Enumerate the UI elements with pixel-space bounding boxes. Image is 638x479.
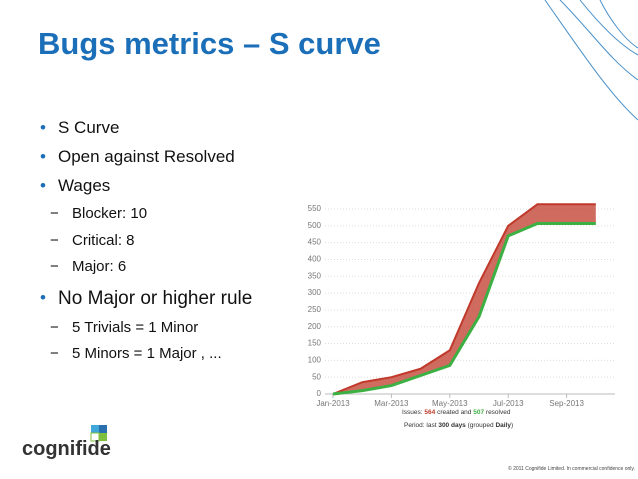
caption-part: ) xyxy=(511,422,513,429)
sub-bullet: Critical: 8 xyxy=(72,231,135,249)
bullet-dot: • xyxy=(40,147,46,166)
y-tick-label: 50 xyxy=(312,372,321,381)
caption-part: Issues: xyxy=(402,409,424,416)
caption: Period: last 300 days (grouped Daily) xyxy=(404,422,513,429)
x-tick-label: Mar-2013 xyxy=(374,399,409,408)
bullet-dot: • xyxy=(40,176,46,195)
y-tick-label: 400 xyxy=(308,255,322,264)
caption-part: 507 xyxy=(473,409,484,416)
y-tick-label: 450 xyxy=(308,238,322,247)
sub-bullet: Blocker: 10 xyxy=(72,205,148,222)
sub-bullet-dash: − xyxy=(50,318,59,336)
decoration xyxy=(544,0,638,121)
bullet: S Curve xyxy=(58,118,120,137)
y-tick-label: 0 xyxy=(317,389,322,398)
y-tick-label: 100 xyxy=(308,355,322,364)
sub-bullet: Major: 6 xyxy=(72,258,127,275)
y-tick-label: 500 xyxy=(308,221,322,230)
sub-bullet: 5 Trivials = 1 Minor xyxy=(72,318,199,336)
bullet: No Major or higher rule xyxy=(58,287,253,309)
logo: cognifide xyxy=(22,438,111,460)
slide-title: Bugs metrics – S curve xyxy=(38,26,381,61)
caption-part: Period: last xyxy=(404,422,438,429)
sub-bullet-dash: − xyxy=(50,258,59,275)
bullet: Open against Resolved xyxy=(58,147,235,166)
sub-bullet: 5 Minors = 1 Major , ... xyxy=(72,345,222,362)
y-tick-label: 300 xyxy=(308,288,322,297)
bullet-dot: • xyxy=(40,287,46,307)
x-tick-label: Sep-2013 xyxy=(549,399,584,408)
y-tick-label: 250 xyxy=(308,305,322,314)
x-tick-label: Jul-2013 xyxy=(493,399,524,408)
caption-part: created xyxy=(437,409,459,416)
gap-area xyxy=(333,204,596,394)
sub-bullet-dash: − xyxy=(50,231,59,249)
y-tick-label: 150 xyxy=(308,339,322,348)
series-line xyxy=(332,221,596,396)
x-tick-label: Jan-2013 xyxy=(316,399,350,408)
x-tick-label: May-2013 xyxy=(432,399,468,408)
caption-part: Daily xyxy=(495,422,511,429)
y-tick-label: 550 xyxy=(308,204,322,213)
y-tick-label: 200 xyxy=(308,322,322,331)
footer: © 2011 Cognifide Limited. In commercial … xyxy=(508,466,635,472)
sub-bullet-dash: − xyxy=(50,205,59,222)
logo-icon xyxy=(90,425,107,442)
caption-part: 564 xyxy=(424,409,435,416)
bullet-dot: • xyxy=(40,118,46,137)
caption-part: and xyxy=(459,409,473,416)
caption-part: resolved xyxy=(486,409,511,416)
caption-part: 300 days xyxy=(438,422,466,429)
caption: Issues: 564 created and 507 resolved xyxy=(402,409,511,416)
caption-part: (grouped xyxy=(466,422,496,429)
sub-bullet-dash: − xyxy=(50,345,59,362)
bullet: Wages xyxy=(58,176,111,195)
y-tick-label: 350 xyxy=(308,271,322,280)
series-line xyxy=(332,203,596,395)
